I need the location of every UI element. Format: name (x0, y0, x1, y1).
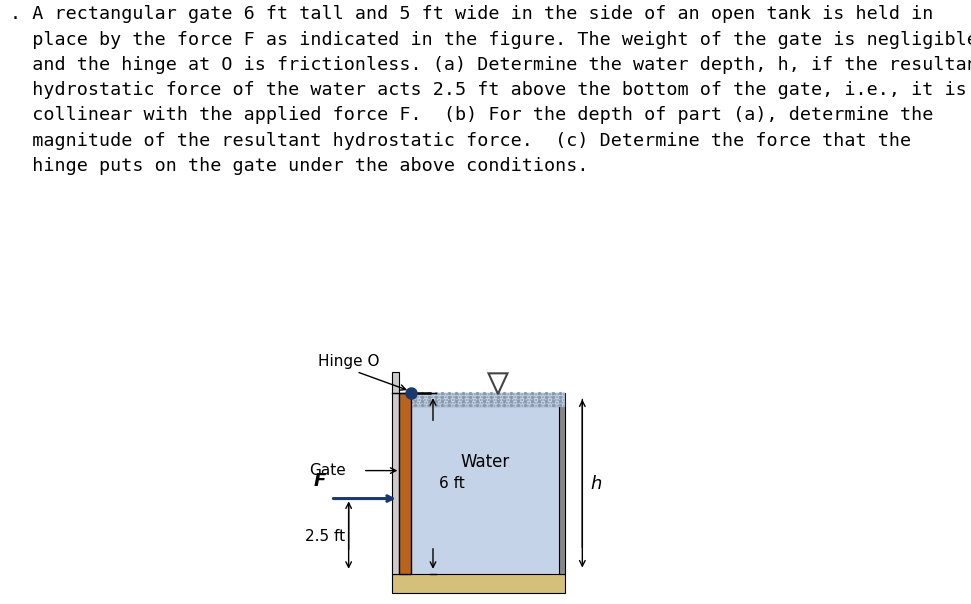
Bar (391, 371, 399, 574)
Text: $h$: $h$ (590, 475, 602, 492)
Bar (558, 393, 565, 574)
Text: Hinge O: Hinge O (318, 355, 379, 370)
Text: 2.5 ft: 2.5 ft (305, 528, 346, 544)
Text: 6 ft: 6 ft (440, 476, 465, 491)
Text: . A rectangular gate 6 ft tall and 5 ft wide in the side of an open tank is held: . A rectangular gate 6 ft tall and 5 ft … (10, 5, 971, 175)
Text: F: F (314, 472, 325, 490)
Text: Gate: Gate (309, 463, 346, 478)
Bar (412, 393, 565, 407)
Bar (412, 393, 558, 574)
Bar (399, 393, 412, 574)
Text: Water: Water (460, 453, 510, 471)
Bar (391, 574, 565, 593)
